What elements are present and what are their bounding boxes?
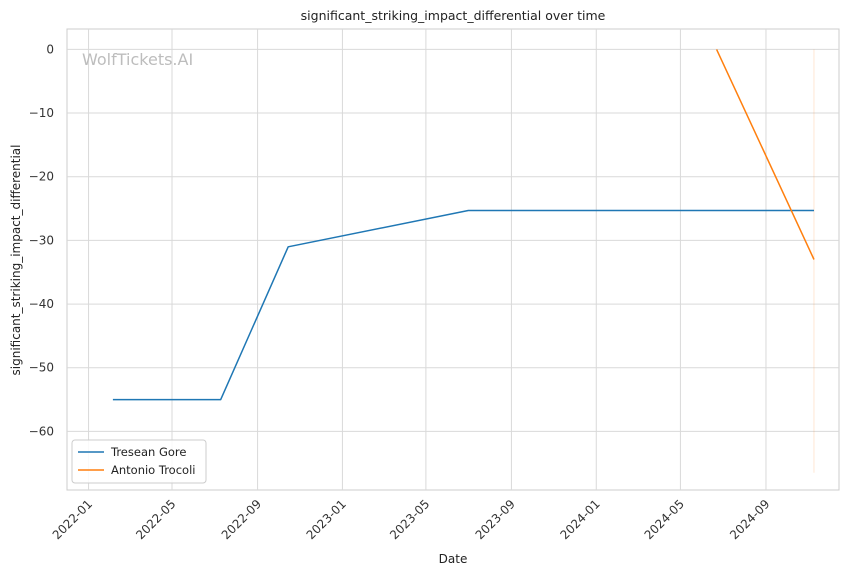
y-tick-label: −50 [29, 361, 54, 375]
y-tick-label: −20 [29, 170, 54, 184]
legend-label-tresean-gore: Tresean Gore [110, 445, 186, 459]
y-tick-label: −60 [29, 424, 54, 438]
y-tick-label: −10 [29, 106, 54, 120]
legend-label-antonio-trocoli: Antonio Trocoli [111, 463, 195, 477]
plot-area [66, 28, 840, 491]
legend-box [71, 439, 207, 484]
series-line-tresean-gore [112, 209, 814, 401]
y-gridlines [67, 48, 839, 432]
legend: Tresean Gore Antonio Trocoli [71, 439, 207, 484]
y-tick-labels: 0 −10 −20 −30 −40 −50 −60 [29, 42, 54, 438]
y-tick-label: 0 [46, 42, 54, 56]
series-layer [112, 49, 815, 473]
y-axis-title: significant_striking_impact_differential [9, 145, 23, 376]
series-line-antonio-trocoli [715, 49, 815, 260]
y-tick-label: −40 [29, 297, 54, 311]
x-axis-title: Date [439, 552, 468, 566]
x-gridlines [88, 29, 767, 490]
chart-title: significant_striking_impact_differential… [301, 8, 606, 23]
y-tick-label: −30 [29, 233, 54, 247]
watermark: WolfTickets.AI [82, 50, 193, 69]
